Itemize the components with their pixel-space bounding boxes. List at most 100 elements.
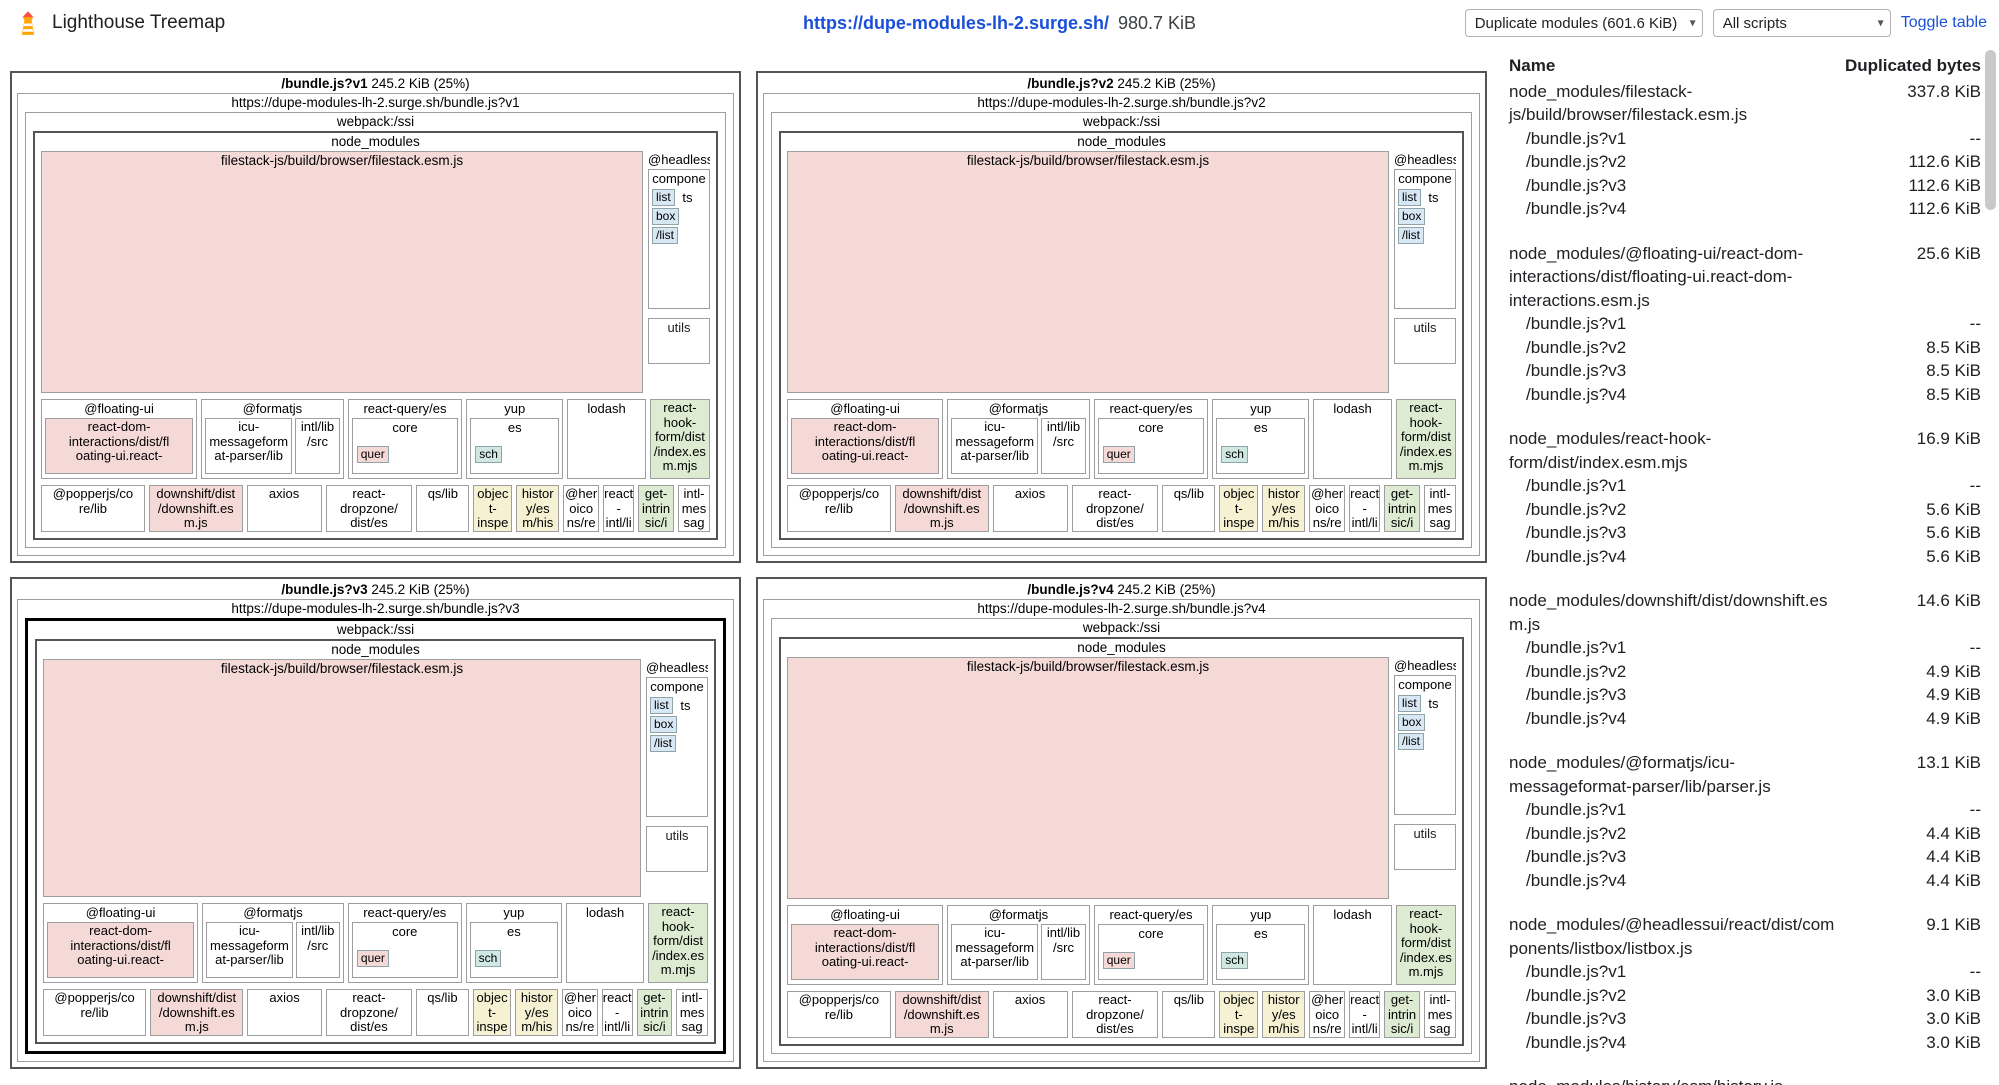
module-core[interactable]: core quer — [1097, 418, 1205, 474]
module-es[interactable]: es sch — [469, 922, 559, 978]
module-core[interactable]: core quer — [351, 418, 459, 474]
module-icu-messageformat-parser[interactable]: icu- messageform at-parser/lib — [951, 924, 1039, 980]
pkg-react-hook-form[interactable]: react- hook- form/dist /index.es m.mjs — [649, 399, 710, 479]
pkg-get-intrinsic[interactable]: get- intrin sic/i ndex — [638, 485, 675, 532]
pkg-qs[interactable]: qs/lib — [416, 485, 470, 532]
pkg-yup[interactable]: yup es sch — [466, 399, 564, 479]
pkg-downshift[interactable]: downshift/dist /downshift.es m.js — [148, 485, 243, 532]
pkg-popperjs[interactable]: @popperjs/co re/lib — [43, 989, 147, 1036]
script-node[interactable]: https://dupe-modules-lh-2.surge.sh/bundl… — [763, 599, 1480, 1062]
module-intl-lib-src[interactable]: intl/lib /src — [1041, 418, 1086, 474]
module-react-dom-interactions[interactable]: react-dom- interactions/dist/fl oating-u… — [791, 924, 940, 980]
script-node[interactable]: https://dupe-modules-lh-2.surge.sh/bundl… — [17, 93, 734, 556]
pkg-yup[interactable]: yup es sch — [465, 903, 563, 983]
pkg-heroicons[interactable]: @her oico ns/re act — [1309, 991, 1346, 1038]
pkg-floating-ui[interactable]: @floating-ui react-dom- interactions/dist… — [787, 399, 944, 479]
pkg-intl-messageformat[interactable]: intl- mes sag e — [678, 485, 710, 532]
node-modules-node[interactable]: node_modules filestack-js/build/browser/f… — [33, 131, 718, 540]
pkg-downshift[interactable]: downshift/dist /downshift.es m.js — [150, 989, 244, 1036]
pkg-qs[interactable]: qs/lib — [416, 989, 469, 1036]
module-es[interactable]: es sch — [1216, 924, 1306, 980]
pkg-react-hook-form[interactable]: react- hook- form/dist /index.es m.mjs — [648, 903, 708, 983]
node-modules-node[interactable]: node_modules filestack-js/build/browser/f… — [779, 131, 1464, 540]
module-react-dom-interactions[interactable]: react-dom- interactions/dist/fl oating-u… — [47, 922, 195, 978]
pkg-floating-ui[interactable]: @floating-ui react-dom- interactions/dist… — [787, 905, 944, 985]
pkg-floating-ui[interactable]: @floating-ui react-dom- interactions/dist… — [41, 399, 198, 479]
pkg-lodash[interactable]: lodash — [566, 903, 645, 983]
pkg-heroicons[interactable]: @her oico ns/re act — [563, 485, 600, 532]
filestack-node[interactable]: filestack-js/build/browser/filestack.esm… — [787, 151, 1389, 393]
pkg-popperjs[interactable]: @popperjs/co re/lib — [41, 485, 145, 532]
pkg-react-query[interactable]: react-query/es core quer — [1093, 399, 1209, 479]
pkg-axios[interactable]: axios — [992, 991, 1068, 1038]
pkg-axios[interactable]: axios — [992, 485, 1068, 532]
pkg-react-intl[interactable]: react - intl/li b — [1349, 991, 1381, 1038]
pkg-intl-messageformat[interactable]: intl- mes sag e — [1424, 991, 1456, 1038]
pkg-lodash[interactable]: lodash — [567, 399, 646, 479]
components-node[interactable]: compone list box/list ts — [1394, 675, 1456, 815]
listbox-node[interactable]: box — [652, 208, 680, 225]
pkg-heroicons[interactable]: @her oico ns/re act — [562, 989, 598, 1036]
pkg-intl-messageformat[interactable]: intl- mes sag e — [676, 989, 708, 1036]
module-query[interactable]: quer — [356, 446, 389, 463]
pkg-react-query[interactable]: react-query/es core quer — [1093, 905, 1209, 985]
pkg-react-dropzone[interactable]: react- dropzone/ dist/es — [1071, 991, 1159, 1038]
components-node[interactable]: compone list box/list ts — [646, 677, 708, 817]
headlessui-node[interactable]: @headless compone list box/list ts utils — [648, 151, 710, 393]
module-query[interactable]: quer — [1102, 952, 1135, 969]
module-react-dom-interactions[interactable]: react-dom- interactions/dist/fl oating-u… — [45, 418, 194, 474]
module-icu-messageformat-parser[interactable]: icu- messageform at-parser/lib — [951, 418, 1039, 474]
utils-node[interactable]: utils — [648, 318, 710, 364]
pkg-lodash[interactable]: lodash — [1313, 905, 1392, 985]
filestack-node[interactable]: filestack-js/build/browser/filestack.esm… — [41, 151, 643, 393]
view-mode-select[interactable]: Duplicate modules (601.6 KiB) — [1464, 9, 1703, 37]
listbox-node[interactable]: box — [650, 716, 678, 733]
pkg-popperjs[interactable]: @popperjs/co re/lib — [787, 991, 891, 1038]
pkg-react-intl[interactable]: react - intl/li b — [603, 485, 635, 532]
script-node[interactable]: https://dupe-modules-lh-2.surge.sh/bundl… — [763, 93, 1480, 556]
pkg-formatjs[interactable]: @formatjs icu- messageform at-parser/lib i… — [947, 905, 1090, 985]
pkg-formatjs[interactable]: @formatjs icu- messageform at-parser/lib i… — [947, 399, 1090, 479]
listbox-node[interactable]: list — [652, 189, 675, 206]
pkg-axios[interactable]: axios — [246, 485, 322, 532]
module-intl-lib-src[interactable]: intl/lib /src — [1041, 924, 1086, 980]
pkg-react-hook-form[interactable]: react- hook- form/dist /index.es m.mjs — [1395, 399, 1456, 479]
module-core[interactable]: core quer — [1097, 924, 1205, 980]
module-es[interactable]: es sch — [1216, 418, 1306, 474]
utils-node[interactable]: utils — [1394, 318, 1456, 364]
pkg-react-dropzone[interactable]: react- dropzone/ dist/es — [325, 485, 413, 532]
listbox-node[interactable]: /list — [652, 227, 678, 244]
treemap-panel-bundle-js-v2[interactable]: /bundle.js?v2 245.2 KiB (25%) https://dup… — [756, 71, 1487, 563]
node-modules-node[interactable]: node_modules filestack-js/build/browser/f… — [35, 639, 716, 1044]
pkg-react-dropzone[interactable]: react- dropzone/ dist/es — [325, 989, 413, 1036]
headlessui-node[interactable]: @headless compone list box/list ts utils — [1394, 657, 1456, 899]
pkg-yup[interactable]: yup es sch — [1212, 399, 1310, 479]
module-icu-messageformat-parser[interactable]: icu- messageform at-parser/lib — [205, 418, 293, 474]
pkg-lodash[interactable]: lodash — [1313, 399, 1392, 479]
module-intl-lib-src[interactable]: intl/lib /src — [295, 922, 340, 978]
module-icu-messageformat-parser[interactable]: icu- messageform at-parser/lib — [206, 922, 293, 978]
pkg-floating-ui[interactable]: @floating-ui react-dom- interactions/dist… — [43, 903, 199, 983]
pkg-react-hook-form[interactable]: react- hook- form/dist /index.es m.mjs — [1395, 905, 1456, 985]
module-query[interactable]: quer — [1102, 446, 1135, 463]
pkg-get-intrinsic[interactable]: get- intrin sic/i ndex — [1384, 991, 1421, 1038]
module-schema[interactable]: sch — [1221, 952, 1248, 969]
pkg-react-query[interactable]: react-query/es core quer — [347, 903, 462, 983]
pkg-downshift[interactable]: downshift/dist /downshift.es m.js — [894, 485, 989, 532]
pkg-qs[interactable]: qs/lib — [1162, 991, 1216, 1038]
pkg-react-query[interactable]: react-query/es core quer — [347, 399, 463, 479]
module-query[interactable]: quer — [356, 950, 389, 967]
pkg-object-inspect[interactable]: objec t- inspe ct — [1219, 485, 1259, 532]
pkg-object-inspect[interactable]: objec t- inspe ct — [472, 989, 512, 1036]
webpack-node[interactable]: webpack:/ssi node_modules filestack-js/bui… — [25, 618, 726, 1054]
filestack-node[interactable]: filestack-js/build/browser/filestack.esm… — [43, 659, 641, 897]
pkg-heroicons[interactable]: @her oico ns/re act — [1309, 485, 1346, 532]
analyzed-url-link[interactable]: https://dupe-modules-lh-2.surge.sh/ — [802, 12, 1109, 33]
components-node[interactable]: compone list box/list ts — [648, 169, 710, 309]
toggle-table-button[interactable]: Toggle table — [1900, 14, 1987, 31]
filestack-node[interactable]: filestack-js/build/browser/filestack.esm… — [787, 657, 1389, 899]
pkg-yup[interactable]: yup es sch — [1212, 905, 1310, 985]
